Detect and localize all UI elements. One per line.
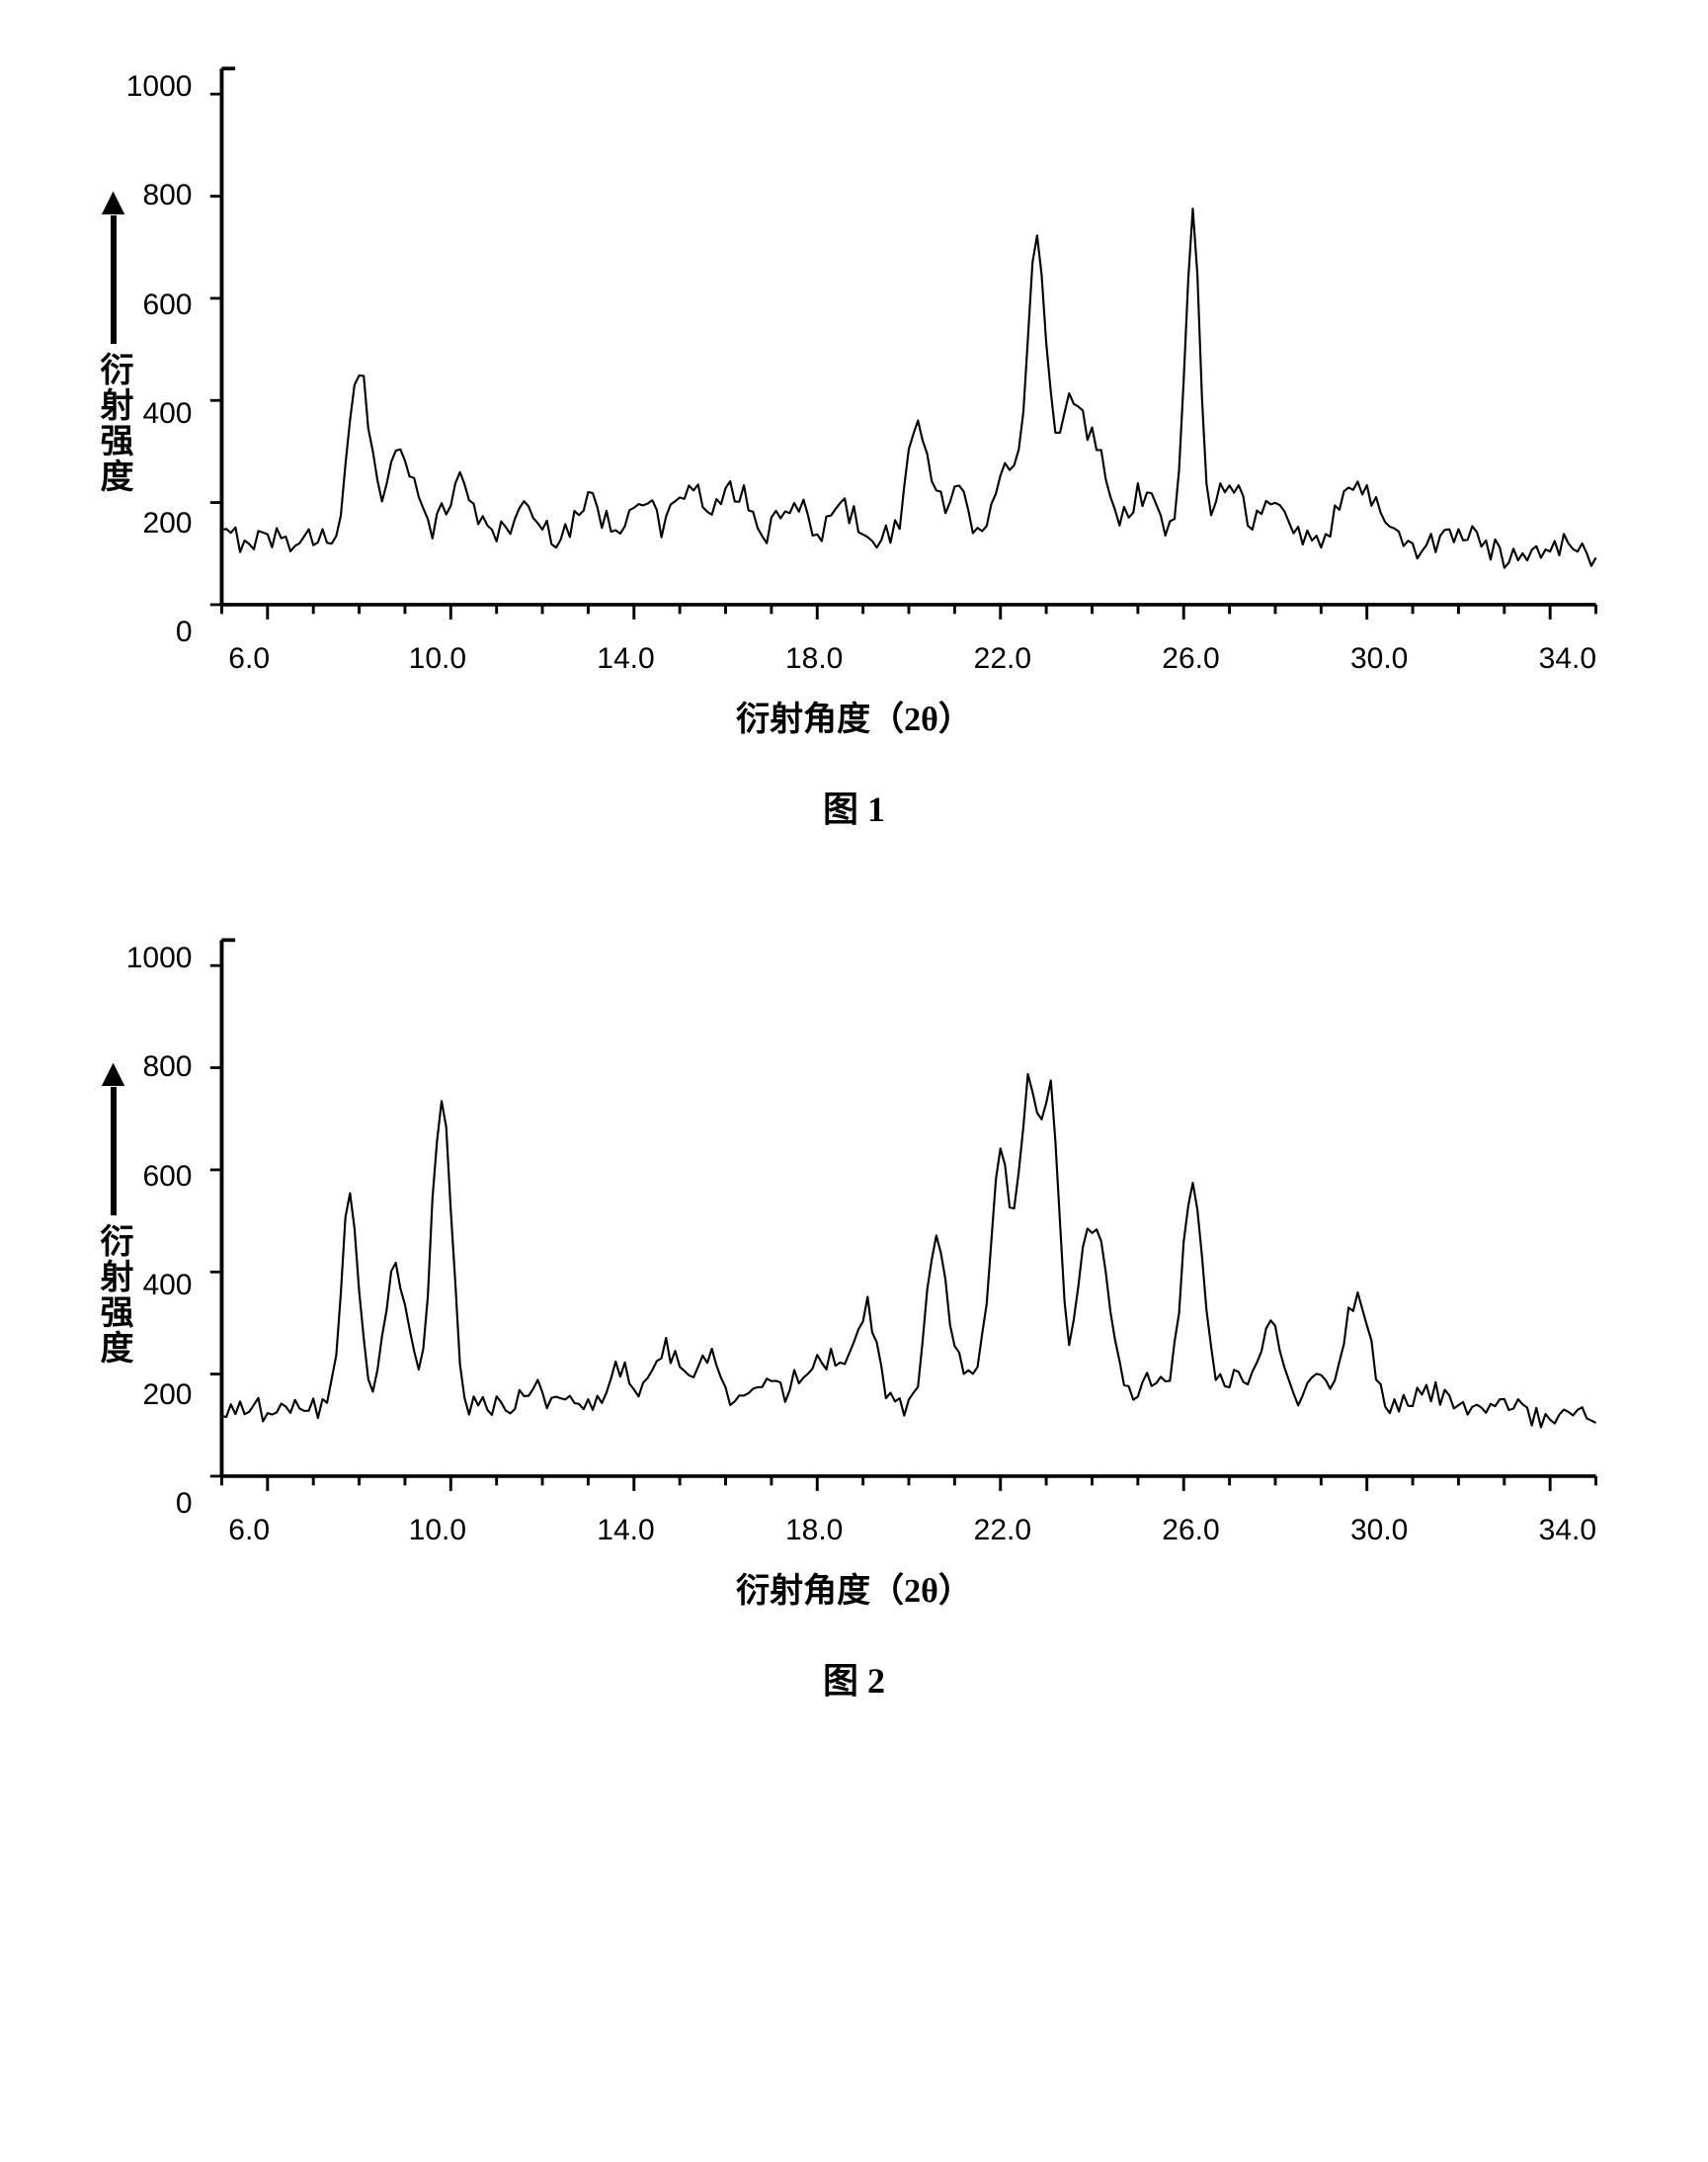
y-axis-label-group: ▲ 衍射强度 [94, 1059, 133, 1405]
x-tick-label: 22.0 [974, 642, 1031, 676]
y-tick-label: 200 [142, 507, 192, 540]
y-tick-label: 400 [142, 1269, 192, 1302]
x-tick-label: 30.0 [1350, 1514, 1408, 1547]
x-tick-label: 6.0 [228, 642, 270, 676]
x-tick-label: 6.0 [228, 1514, 270, 1547]
y-tick-label: 1000 [126, 70, 193, 104]
y-tick-label: 400 [142, 397, 192, 431]
arrow-up-icon: ▲ [94, 188, 133, 215]
x-tick-label: 18.0 [785, 642, 843, 676]
x-axis-label: 衍射角度（2θ） [736, 1563, 972, 1612]
y-axis-arrow-stem [111, 1087, 117, 1215]
plot-area-1 [203, 59, 1615, 632]
x-tick-label: 26.0 [1162, 1514, 1219, 1547]
y-tick-label: 800 [142, 179, 192, 212]
x-tick-label: 18.0 [785, 1514, 843, 1547]
x-tick-label: 10.0 [409, 1514, 466, 1547]
y-tick-label: 200 [142, 1378, 192, 1412]
y-tick-label: 800 [142, 1050, 192, 1084]
y-tick-label: 1000 [126, 942, 193, 975]
arrow-up-icon: ▲ [94, 1059, 133, 1087]
figure-2: ▲ 衍射强度 衍射角度（2θ） 0 200 400 600 800 1000 6.0 10.0… [30, 911, 1678, 1704]
figure-caption: 图 1 [30, 781, 1678, 832]
x-tick-label: 22.0 [974, 1514, 1031, 1547]
x-tick-label: 34.0 [1539, 1514, 1596, 1547]
figure-1: ▲ 衍射强度 衍射角度（2θ） 0 200 400 600 800 1000 6.0 10.0… [30, 40, 1678, 832]
x-axis-label: 衍射角度（2θ） [736, 692, 972, 740]
y-axis-arrow-stem [111, 215, 117, 344]
figure-caption: 图 2 [30, 1652, 1678, 1704]
y-axis-label: 衍射强度 [89, 352, 137, 494]
x-tick-label: 30.0 [1350, 642, 1408, 676]
x-tick-label: 34.0 [1539, 642, 1596, 676]
y-tick-label: 600 [142, 289, 192, 322]
plot-area-2 [203, 931, 1615, 1504]
chart-2: ▲ 衍射强度 衍射角度（2θ） 020040060080010006.010.0… [64, 911, 1645, 1603]
chart-1: ▲ 衍射强度 衍射角度（2θ） 020040060080010006.010.0… [64, 40, 1645, 731]
y-tick-label: 600 [142, 1160, 192, 1194]
x-tick-label: 26.0 [1162, 642, 1219, 676]
y-axis-label: 衍射强度 [89, 1223, 137, 1366]
y-axis-label-group: ▲ 衍射强度 [94, 188, 133, 534]
y-tick-label: 0 [176, 616, 193, 649]
x-tick-label: 14.0 [597, 642, 654, 676]
x-tick-label: 14.0 [597, 1514, 654, 1547]
y-tick-label: 0 [176, 1487, 193, 1521]
x-tick-label: 10.0 [409, 642, 466, 676]
